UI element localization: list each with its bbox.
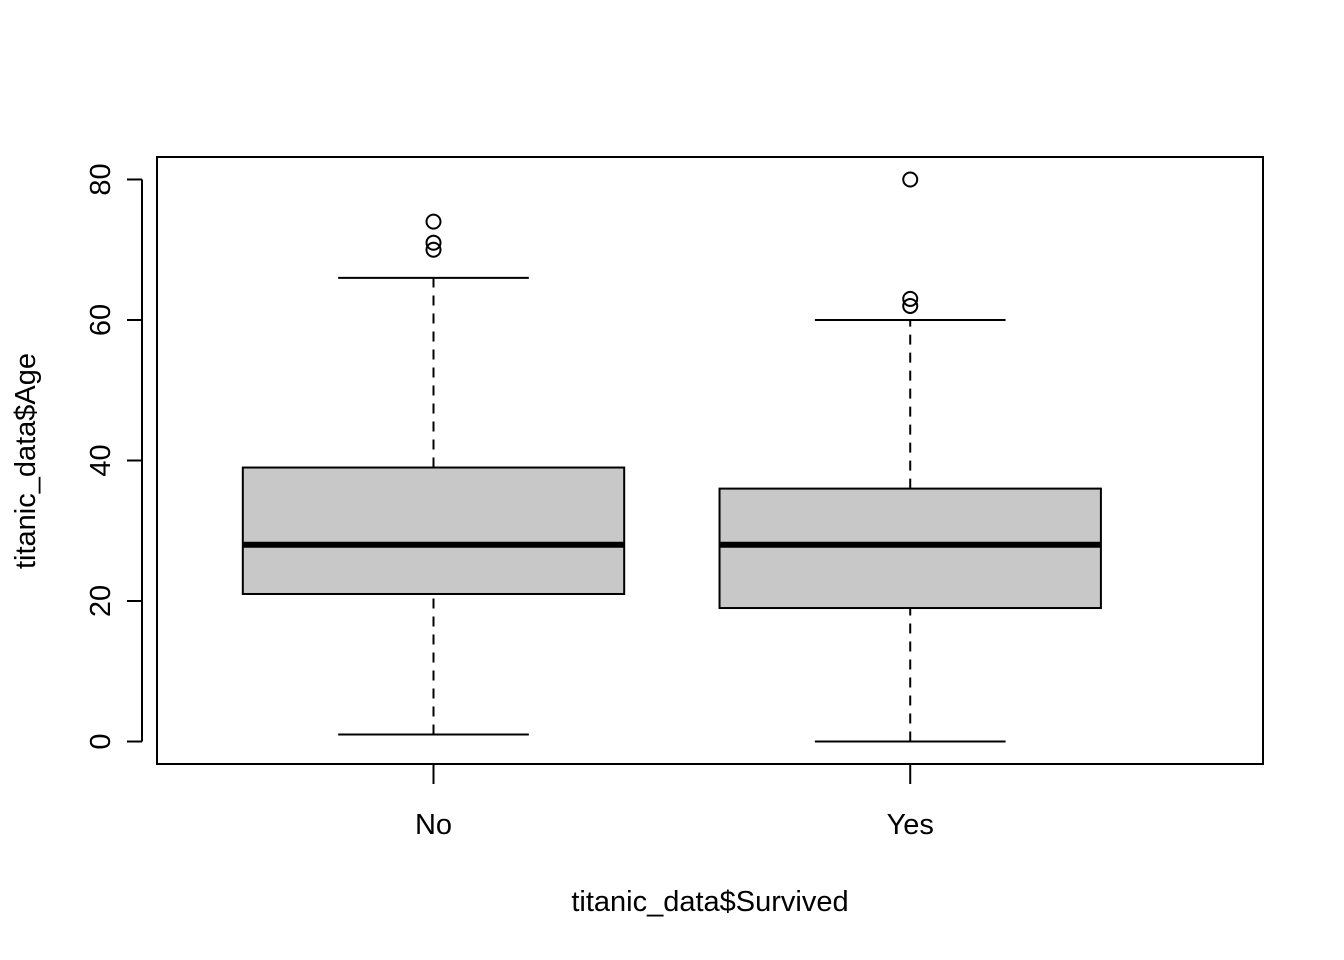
y-tick-label: 60 [85, 304, 117, 336]
outlier-point [902, 290, 919, 307]
outlier-point [425, 241, 442, 258]
iqr-box [718, 487, 1102, 610]
plot-frame [156, 156, 1264, 765]
y-tick-label: 80 [85, 163, 117, 195]
y-axis-label: titanic_data$Age [10, 353, 42, 569]
y-axis: 0 20 40 60 80 [85, 163, 143, 750]
x-axis-label: titanic_data$Survived [571, 886, 848, 918]
boxes [241, 171, 1102, 743]
box-group-yes [718, 171, 1102, 743]
y-tick-label: 20 [85, 585, 117, 617]
x-axis: No Yes [415, 764, 934, 841]
y-tick-label: 40 [85, 444, 117, 476]
outlier-point [902, 171, 919, 188]
x-tick-label: No [415, 809, 452, 841]
outlier-point [425, 213, 442, 230]
outlier-point [902, 297, 919, 314]
x-tick-label: Yes [887, 809, 934, 841]
iqr-box [241, 466, 626, 595]
y-tick-label: 0 [85, 733, 117, 749]
box-group-no [241, 213, 626, 736]
outlier-point [425, 234, 442, 251]
